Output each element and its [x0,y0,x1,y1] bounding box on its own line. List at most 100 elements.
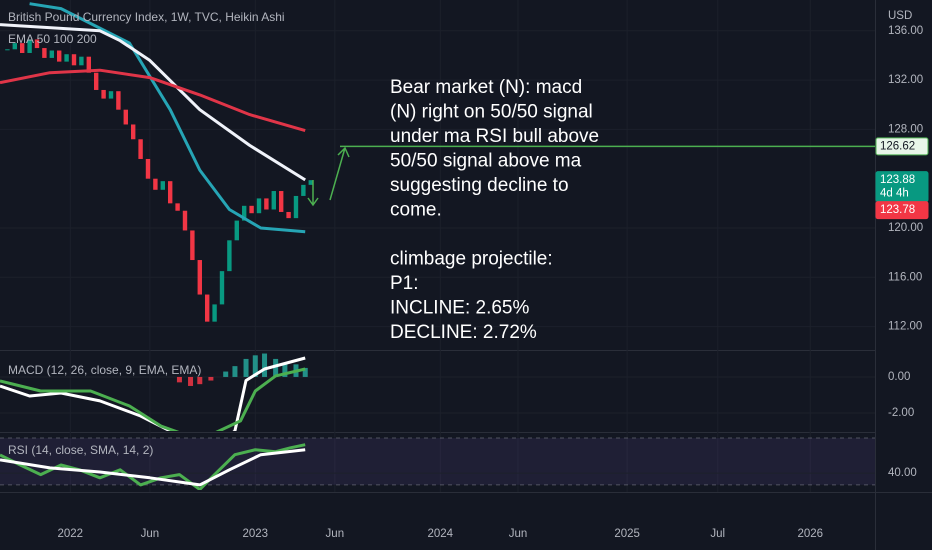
indicator-line [0,68,306,133]
plot [0,2,875,490]
price-label: 123.78 [880,204,915,216]
candle [271,191,276,210]
candle [212,304,217,322]
annotation-text: DECLINE: 2.72% [390,322,537,343]
indicator-line [0,23,306,182]
histogram-bar [302,367,308,377]
candle [108,91,114,99]
annotation-text: Bear market (N): macd [390,77,582,98]
candle [197,260,202,295]
candle [160,181,165,190]
candle [138,139,143,159]
indicator-line [0,356,306,431]
histogram-bar [197,376,203,385]
candle [249,205,254,214]
y-tick-label: 136.00 [888,25,923,37]
annotation-text: INCLINE: 2.65% [390,298,529,319]
candle [293,195,299,219]
histogram-bar [188,376,194,386]
indicator-line [29,2,306,234]
x-tick-label: 2025 [614,528,640,540]
x-tick-label: 2026 [797,528,823,540]
histogram-bar [243,358,249,377]
candle [56,50,62,62]
candle [5,49,10,51]
histogram-bar [223,371,229,377]
histogram-bar [232,366,238,377]
y-tick-label: 120.00 [888,222,923,234]
annotation-text: suggesting decline to [390,175,569,196]
x-tick-label: 2022 [57,528,83,540]
histogram-bar [262,353,268,377]
y-tick-label: 112.00 [888,321,922,333]
chart-title: British Pound Currency Index, 1W, TVC, H… [8,10,285,24]
down-arrow-drawing [307,180,319,207]
x-tick-label: Jun [141,528,160,540]
y-tick-label: 128.00 [888,123,923,135]
price-label-box [875,201,929,220]
y-tick-label: 132.00 [888,74,923,86]
candle [175,203,180,211]
candle [167,181,173,204]
price-label: 123.88 [880,174,915,186]
annotation-text: come. [390,200,442,221]
candle [27,39,32,53]
candle [264,198,269,210]
x-tick-label: 2024 [427,528,453,540]
candle [130,124,136,140]
candle [278,191,284,212]
y-tick-label: 0.00 [888,371,910,383]
annotation-text: under ma RSI bull above [390,126,599,147]
candle [101,89,106,99]
indicator-label: EMA 50 100 200 [8,32,97,46]
candle [19,43,25,53]
pane [0,2,875,328]
candle [308,180,313,185]
x-tick-label: Jun [326,528,345,540]
up-arrow-drawing [329,146,350,201]
price-label: 126.62 [880,140,915,152]
histogram-bar [176,376,182,383]
histogram-bar [282,362,288,377]
candle [153,178,158,190]
annotation-text: (N) right on 50/50 signal [390,102,593,123]
candle [241,205,247,221]
annotation-text: 50/50 signal above ma [390,151,582,172]
candle [42,48,47,58]
indicator-line [0,367,306,431]
y-tick-label: -2.00 [888,407,914,419]
candle [79,56,84,66]
candle [123,109,128,125]
candle [219,271,225,305]
candle [145,158,151,179]
annotation-text: climbage projectile: [390,249,553,270]
candle [190,230,195,261]
annotation-text: P1: [390,273,419,294]
candle [301,184,306,196]
x-tick-label: 2023 [242,528,268,540]
currency-label: USD [888,10,912,22]
candle [64,54,69,62]
y-tick-label: 40.00 [888,467,917,479]
candle [71,54,77,66]
countdown-label: 4d 4h [880,188,909,200]
candle [34,39,40,49]
x-tick-label: Jun [509,528,528,540]
histogram-bar [273,358,279,377]
macd-label: MACD (12, 26, close, 9, EMA, EMA) [8,363,201,377]
candle [256,198,262,214]
candle [286,211,291,219]
x-tick-label: Jul [710,528,725,540]
pane [0,437,875,490]
histogram-bar [252,355,258,377]
candle [12,43,17,50]
candle [234,220,239,241]
y-tick-label: 116.00 [888,271,922,283]
pane [0,353,875,431]
price-label-box [875,137,929,156]
indicator-line [0,448,306,487]
candle [182,210,188,231]
candle [93,72,99,90]
